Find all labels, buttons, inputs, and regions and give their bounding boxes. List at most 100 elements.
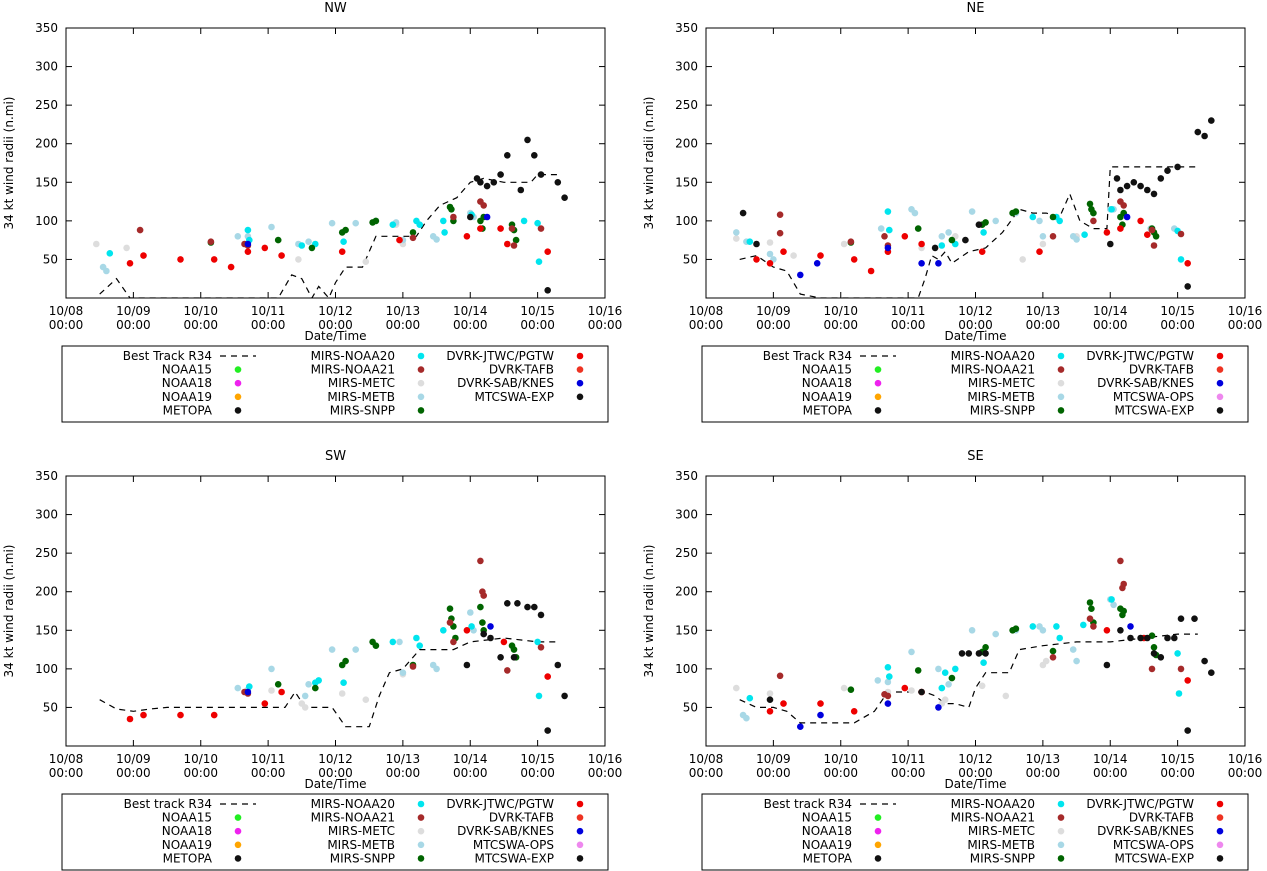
x-tick-label: 00:00 <box>318 318 353 332</box>
point-mirs-metb <box>1073 236 1080 243</box>
chart-panel-ne: NE 34 kt wind radii (n.mi) Date/Time 50 100 1… <box>642 1 1263 423</box>
legend-marker <box>874 379 882 387</box>
point-dvrk-jtwc-pgtw <box>477 225 484 232</box>
point-mirs-noaa20 <box>520 217 528 225</box>
point-mtcswa-exp <box>1137 634 1144 642</box>
point-mirs-noaa21 <box>776 672 784 680</box>
point-mirs-noaa21 <box>776 229 784 237</box>
point-mirs-snpp <box>1012 625 1020 632</box>
point-mirs-snpp <box>479 619 486 626</box>
x-tick-label: 00:00 <box>453 766 488 780</box>
legend-marker <box>417 814 425 821</box>
point-mtcswa-exp <box>1184 727 1191 734</box>
point-mtcswa-exp <box>537 611 545 619</box>
point-mirs-snpp <box>342 657 349 665</box>
point-mtcswa-exp <box>524 603 531 611</box>
legend-label: MTCSWA-EXP <box>1115 403 1195 417</box>
point-dvrk-jtwc-pgtw <box>544 248 551 255</box>
legend-label: MIRS-NOAA21 <box>951 363 1035 377</box>
legend-label: MTCSWA-EXP <box>475 390 555 404</box>
legend-label: MIRS-METB <box>327 838 395 852</box>
x-tick-label: 10/11 <box>891 752 926 766</box>
y-tick-label: 100 <box>675 662 698 676</box>
point-mtcswa-exp <box>918 688 925 696</box>
legend-label: MTCSWA-EXP <box>475 851 555 865</box>
point-dvrk-jtwc-pgtw <box>817 700 824 707</box>
x-axis-label: Date/Time <box>304 777 366 791</box>
point-mirs-noaa20 <box>1029 623 1037 630</box>
point-mtcswa-exp <box>531 603 538 611</box>
x-tick-label: 00:00 <box>251 766 286 780</box>
legend-marker <box>874 841 882 849</box>
point-dvrk-jtwc-pgtw <box>901 233 909 240</box>
x-tick-label: 10/09 <box>116 752 151 766</box>
point-mirs-metc <box>766 239 774 246</box>
legend-label: MIRS-METC <box>328 376 395 390</box>
point-mirs-snpp <box>914 667 922 674</box>
point-mirs-metb <box>234 684 242 692</box>
x-tick-label: 00:00 <box>183 318 218 332</box>
point-mirs-noaa21 <box>510 242 518 249</box>
point-mirs-metb <box>877 225 885 232</box>
x-tick-label: 00:00 <box>823 766 858 780</box>
y-tick-label: 300 <box>35 60 58 74</box>
point-dvrk-jtwc-pgtw <box>817 252 824 259</box>
point-mirs-noaa20 <box>1108 206 1115 213</box>
legend-marker <box>874 407 882 414</box>
legend-label: DVRK-TAFB <box>489 363 554 377</box>
point-mtcswa-exp <box>524 136 531 144</box>
legend-label: METOPA <box>803 851 853 865</box>
point-mirs-noaa20 <box>1080 621 1087 629</box>
plot-frame <box>705 475 1246 747</box>
point-mirs-noaa20 <box>952 665 959 673</box>
point-mirs-noaa21 <box>409 663 417 670</box>
point-mirs-snpp <box>1049 213 1057 221</box>
legend-marker <box>234 841 242 849</box>
x-tick-label: 00:00 <box>891 318 926 332</box>
point-mirs-metb <box>992 630 999 638</box>
point-mirs-metb <box>1039 627 1047 634</box>
point-mirs-noaa21 <box>409 234 417 242</box>
point-dvrk-sab-knes <box>483 213 491 221</box>
point-mirs-noaa20 <box>106 250 114 257</box>
point-dvrk-jtwc-pgtw <box>753 256 760 263</box>
point-mirs-metc <box>93 240 100 248</box>
point-dvrk-jtwc-pgtw <box>278 252 285 259</box>
legend-label: MIRS-NOAA20 <box>951 797 1035 811</box>
legend-marker <box>1216 393 1224 401</box>
legend-label: NOAA18 <box>802 376 852 390</box>
y-tick-label: 50 <box>43 252 58 266</box>
legend-label: DVRK-TAFB <box>1129 811 1194 825</box>
point-dvrk-jtwc-pgtw <box>126 715 134 723</box>
point-mtcswa-exp <box>1201 657 1208 665</box>
x-tick-label: 00:00 <box>823 318 858 332</box>
y-tick-label: 100 <box>35 662 58 676</box>
x-tick-label: 00:00 <box>520 766 555 780</box>
point-mirs-metb <box>1110 601 1117 609</box>
x-tick-label: 10/12 <box>958 304 993 318</box>
x-tick-label: 00:00 <box>756 766 791 780</box>
point-mtcswa-exp <box>483 182 491 190</box>
legend-label: MIRS-METC <box>968 376 1035 390</box>
point-mtcswa-exp <box>766 696 774 703</box>
point-mirs-noaa20 <box>416 642 424 649</box>
point-mtcswa-exp <box>1117 627 1124 634</box>
plot-frame <box>705 27 1246 299</box>
point-mirs-snpp <box>948 236 956 244</box>
best-track-line <box>99 637 558 728</box>
x-tick-label: 00:00 <box>251 318 286 332</box>
legend-marker <box>417 827 425 835</box>
point-mirs-noaa21 <box>1177 665 1185 673</box>
legend-box <box>701 793 1249 871</box>
point-mtcswa-exp <box>1103 661 1111 669</box>
point-mirs-noaa20 <box>941 669 949 676</box>
point-mirs-snpp <box>342 226 349 234</box>
x-tick-label: 10/16 <box>1228 752 1263 766</box>
point-mtcswa-exp <box>467 213 474 221</box>
legend-marker <box>576 800 584 808</box>
point-dvrk-jtwc-pgtw <box>1103 627 1111 634</box>
x-tick-label: 00:00 <box>1228 318 1263 332</box>
point-mirs-noaa21 <box>136 226 144 234</box>
